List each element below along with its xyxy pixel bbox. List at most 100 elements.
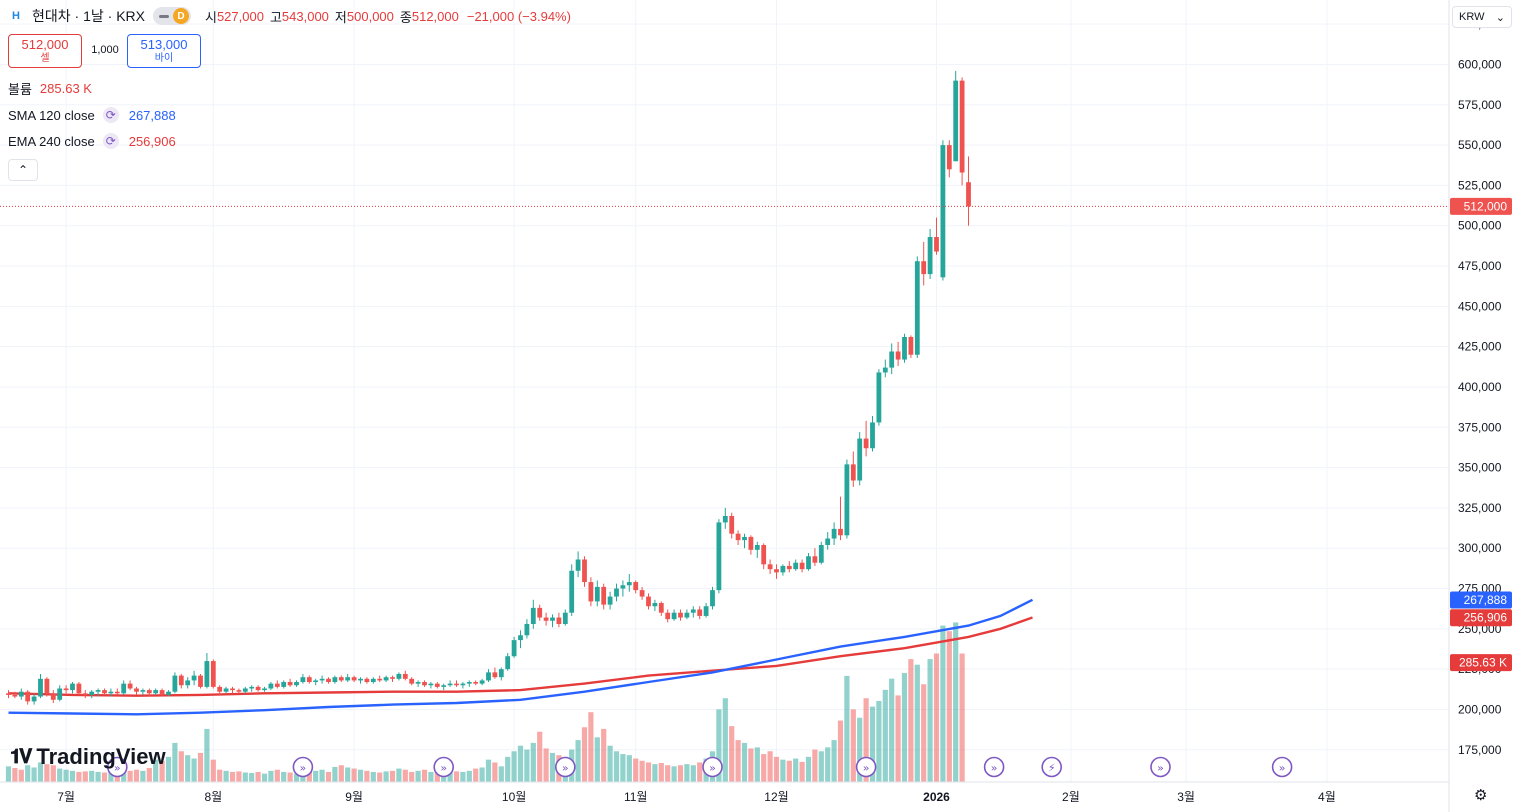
dividend-marker[interactable]: ⚡ — [1041, 756, 1062, 778]
y-tick-label: 425,000 — [1458, 340, 1502, 354]
volume-bar — [953, 622, 959, 782]
event-marker[interactable]: » — [1150, 756, 1171, 778]
sell-button[interactable]: 512,000 셀 — [8, 34, 82, 68]
candle-body — [486, 672, 491, 681]
fast-forward-icon — [855, 756, 877, 778]
price-axis[interactable]: 175,000200,000225,000250,000275,000300,0… — [1458, 17, 1502, 757]
symbol-title[interactable]: 현대차 · 1날 · KRX — [32, 8, 145, 24]
candle-body — [479, 680, 485, 684]
fast-forward-icon — [554, 756, 576, 778]
volume-bar — [741, 742, 748, 782]
volume-bar — [101, 772, 108, 782]
event-glyph: » — [300, 762, 307, 775]
candles — [6, 70, 971, 705]
event-marker[interactable]: » — [855, 756, 877, 778]
candle-body — [831, 528, 837, 539]
cycle-icon[interactable]: ⟳ — [102, 107, 119, 123]
volume-bar — [313, 770, 319, 782]
volume-bar — [844, 675, 850, 782]
event-marker[interactable]: » — [433, 756, 455, 778]
candle-body — [626, 582, 632, 586]
candle-body — [236, 690, 242, 692]
volume-bar — [607, 745, 613, 782]
volume-bar — [505, 756, 511, 782]
volume-bar — [18, 769, 24, 782]
candle-body — [742, 536, 747, 541]
event-marker[interactable]: » — [292, 756, 314, 778]
volume-bar — [255, 771, 261, 782]
volume-bar — [818, 751, 824, 782]
volume-bar — [946, 631, 952, 782]
candle-body — [447, 683, 453, 686]
ema-tag — [1450, 609, 1512, 627]
chevron-up-icon: ⌃ — [17, 163, 29, 177]
y-tick-label: 300,000 — [1458, 541, 1502, 555]
legend-sma[interactable]: SMA 120 close ⟳ 267,888 — [8, 105, 176, 125]
candle-body — [601, 586, 607, 605]
volume-bar — [217, 769, 223, 782]
event-marker[interactable]: » — [983, 756, 1005, 778]
candle-body — [646, 596, 651, 607]
legend-volume[interactable]: 볼륨 285.63 K — [8, 78, 92, 98]
candle-body — [684, 612, 690, 618]
candle-body — [722, 515, 728, 523]
volume-bar — [146, 768, 152, 782]
candle-body — [134, 688, 139, 692]
cycle-icon[interactable]: ⟳ — [102, 133, 119, 149]
volume-bar — [773, 756, 780, 782]
volume-bar — [735, 740, 741, 782]
event-marker[interactable]: » — [1271, 756, 1293, 778]
candle-body — [614, 588, 619, 597]
session-pill[interactable]: D — [152, 7, 191, 25]
volume-bar — [466, 770, 472, 782]
low-value: 500,000 — [346, 8, 394, 24]
collapse-legend-button[interactable]: ⌃ — [8, 159, 38, 181]
volume-bar — [50, 765, 56, 782]
volume-bar — [204, 728, 210, 782]
candle-body — [217, 686, 223, 692]
volume-bars — [5, 622, 965, 782]
volume-bar — [780, 759, 786, 782]
candle-body — [153, 690, 159, 694]
close-label: 종 — [399, 9, 412, 25]
fast-forward-icon — [1271, 756, 1293, 778]
event-marker[interactable]: » — [107, 756, 128, 778]
volume-bar — [44, 764, 50, 782]
candle-body — [876, 372, 882, 423]
candle-body — [319, 678, 325, 681]
gear-icon[interactable]: ⚙ — [1474, 787, 1488, 804]
candle-body — [338, 677, 344, 681]
candle-body — [588, 582, 594, 602]
event-marker[interactable]: » — [554, 756, 576, 778]
volume-bar — [716, 709, 722, 782]
candle-body — [178, 675, 184, 686]
legend-ema[interactable]: EMA 240 close ⟳ 256,906 — [8, 131, 176, 151]
tradingview-watermark[interactable]: 𝟏𝐕 TradingView — [10, 744, 166, 770]
time-axis[interactable]: 7월 8월 9월 10월 11월 12월 2026 2월 3월 4월 — [57, 790, 1336, 804]
candle-body — [940, 145, 946, 278]
high-value: 543,000 — [281, 8, 329, 24]
candle-body — [934, 237, 939, 252]
currency-selector[interactable]: KRW ⌄ — [1452, 6, 1512, 28]
candle-body — [370, 678, 376, 683]
buy-button[interactable]: 513,000 바이 — [127, 34, 201, 68]
volume-bar — [274, 769, 280, 782]
candle-body — [390, 677, 395, 679]
company-logo[interactable]: H — [8, 8, 24, 24]
event-markers[interactable]: » » » » » » » ⚡ » » — [107, 756, 1293, 778]
volume-bar — [530, 742, 536, 782]
y-tick-label: 550,000 — [1458, 138, 1502, 152]
candle-body — [793, 562, 799, 570]
event-marker[interactable]: » — [702, 756, 723, 778]
candle-body — [351, 677, 357, 681]
x-tick-label: 12월 — [764, 790, 788, 804]
candle-body — [870, 422, 875, 449]
candle-body — [754, 544, 760, 550]
last-price-tag — [1450, 197, 1512, 215]
volume-bar — [5, 766, 12, 782]
volume-bar — [492, 762, 498, 782]
candle-body — [908, 336, 914, 355]
sma-tag — [1450, 591, 1512, 609]
volume-bar — [281, 771, 287, 782]
